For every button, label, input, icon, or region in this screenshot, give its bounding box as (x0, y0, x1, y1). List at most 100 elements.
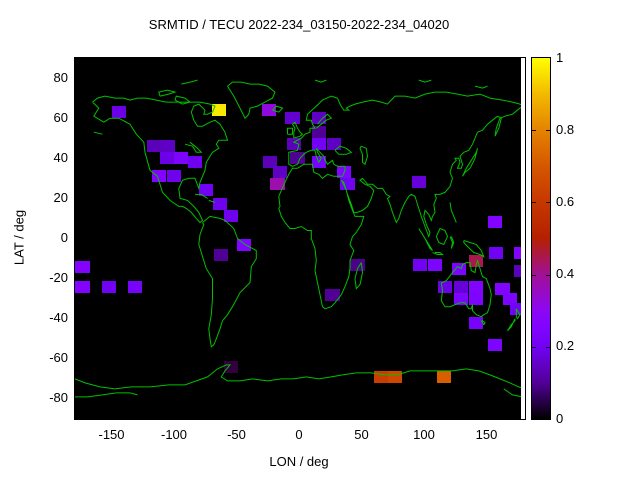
heatmap-cell (290, 152, 305, 165)
heatmap-cell (387, 370, 403, 383)
coastline-segment (441, 261, 491, 317)
coastline-segment (181, 80, 197, 84)
coastline-segment (199, 216, 256, 346)
heatmap-cell (199, 184, 214, 197)
heatmap-cell (454, 292, 469, 305)
coastline-segment (436, 229, 447, 245)
coastline-segment (360, 146, 368, 164)
heatmap-cell (75, 280, 90, 293)
y-tick-label: -60 (49, 350, 68, 366)
page-title: SRMTID / TECU 2022-234_03150-2022-234_04… (148, 17, 450, 32)
coastline-segment (228, 82, 276, 118)
heatmap-cell (160, 140, 175, 153)
heatmap-cell (326, 138, 341, 151)
heatmap-cell (160, 152, 175, 165)
heatmap-cell (495, 282, 510, 295)
heatmap-cell (236, 238, 251, 251)
colorbar-tick-mark (532, 130, 536, 132)
heatmap-cell (224, 360, 239, 373)
heatmap-cell (489, 246, 504, 259)
plot-area (74, 57, 526, 420)
colorbar-tick-mark (546, 274, 550, 276)
coastline-segment (433, 253, 443, 255)
coastline-segment (185, 142, 201, 152)
coastline-segment (419, 229, 433, 251)
coastline-segment (75, 393, 138, 397)
heatmap-cell (469, 254, 484, 267)
coastline-segment (94, 132, 103, 134)
world-coastlines (75, 58, 525, 419)
heatmap-cell (214, 248, 229, 261)
heatmap-cell (127, 280, 143, 293)
coastline-segment (75, 365, 525, 389)
heatmap-cell (211, 104, 226, 117)
coastline-segment (475, 86, 488, 88)
heatmap-cell (311, 126, 326, 139)
heatmap-cell (350, 258, 365, 271)
x-tick-label: 0 (295, 427, 303, 442)
y-tick-label: -20 (49, 270, 68, 286)
x-tick-label: -150 (98, 427, 125, 442)
colorbar-tick-mark (532, 202, 536, 204)
heatmap-cell (436, 370, 451, 383)
coastline-segment (464, 241, 484, 257)
coastline-segment (93, 96, 228, 222)
colorbar-tick-label: 0.2 (556, 338, 575, 354)
heatmap-cell (427, 258, 443, 271)
heatmap-cell (151, 170, 166, 183)
heatmap-cell (514, 246, 525, 259)
heatmap-cell (469, 316, 484, 329)
coastline-segment (159, 90, 175, 96)
colorbar-tick-label: 1 (556, 49, 564, 65)
y-tick-label: 40 (53, 149, 68, 165)
heatmap-cell (261, 104, 276, 117)
heatmap-cell (224, 210, 239, 223)
colorbar-tick-label: 0.8 (556, 121, 575, 137)
coastline-segment (355, 263, 363, 289)
colorbar-tick-mark (532, 274, 536, 276)
colorbar (531, 57, 551, 420)
y-tick-label: 0 (60, 230, 68, 245)
coastline-segment (481, 321, 485, 325)
heatmap-cell (111, 106, 126, 119)
heatmap-cell (311, 138, 326, 151)
coastline-segment (450, 237, 454, 249)
heatmap-cell (311, 112, 326, 125)
x-tick-label: -50 (227, 427, 246, 442)
coastline-segment (273, 106, 283, 112)
heatmap-cell (286, 138, 301, 151)
coastline-segment (293, 122, 303, 138)
plot-right-gap (521, 58, 525, 419)
y-tick-label: -40 (49, 310, 68, 326)
y-tick-label: 60 (53, 109, 68, 125)
x-tick-label: 50 (354, 427, 369, 442)
colorbar-tick-mark (546, 202, 550, 204)
coastline-segment (288, 128, 293, 134)
heatmap-cell (101, 280, 116, 293)
x-tick-label: 150 (475, 427, 498, 442)
colorbar-tick-label: 0 (556, 410, 564, 426)
coastline-segment (279, 92, 524, 309)
coastline-segment (516, 309, 520, 319)
heatmap-cell (174, 152, 189, 165)
heatmap-cell (212, 198, 228, 211)
heatmap-cell (469, 292, 484, 305)
heatmap-cell (412, 258, 428, 271)
x-axis-label: LON / deg (269, 454, 329, 469)
colorbar-tick-mark (546, 130, 550, 132)
heatmap-cell (502, 292, 518, 305)
heatmap-cell (272, 166, 288, 179)
coastline-segment (316, 114, 331, 128)
coastline-segment (508, 319, 516, 331)
heatmap-cell (469, 280, 484, 293)
coastline-segment (209, 200, 215, 202)
heatmap-cell (270, 178, 285, 191)
colorbar-tick-mark (532, 346, 536, 348)
heatmap-cell (285, 112, 300, 125)
colorbar-tick-label: 0.6 (556, 193, 575, 209)
heatmap-cell (166, 170, 181, 183)
y-tick-label: -80 (49, 390, 68, 406)
y-tick-label: 80 (53, 69, 68, 85)
coastline-segment (450, 202, 456, 222)
heatmap-cell (187, 156, 203, 169)
